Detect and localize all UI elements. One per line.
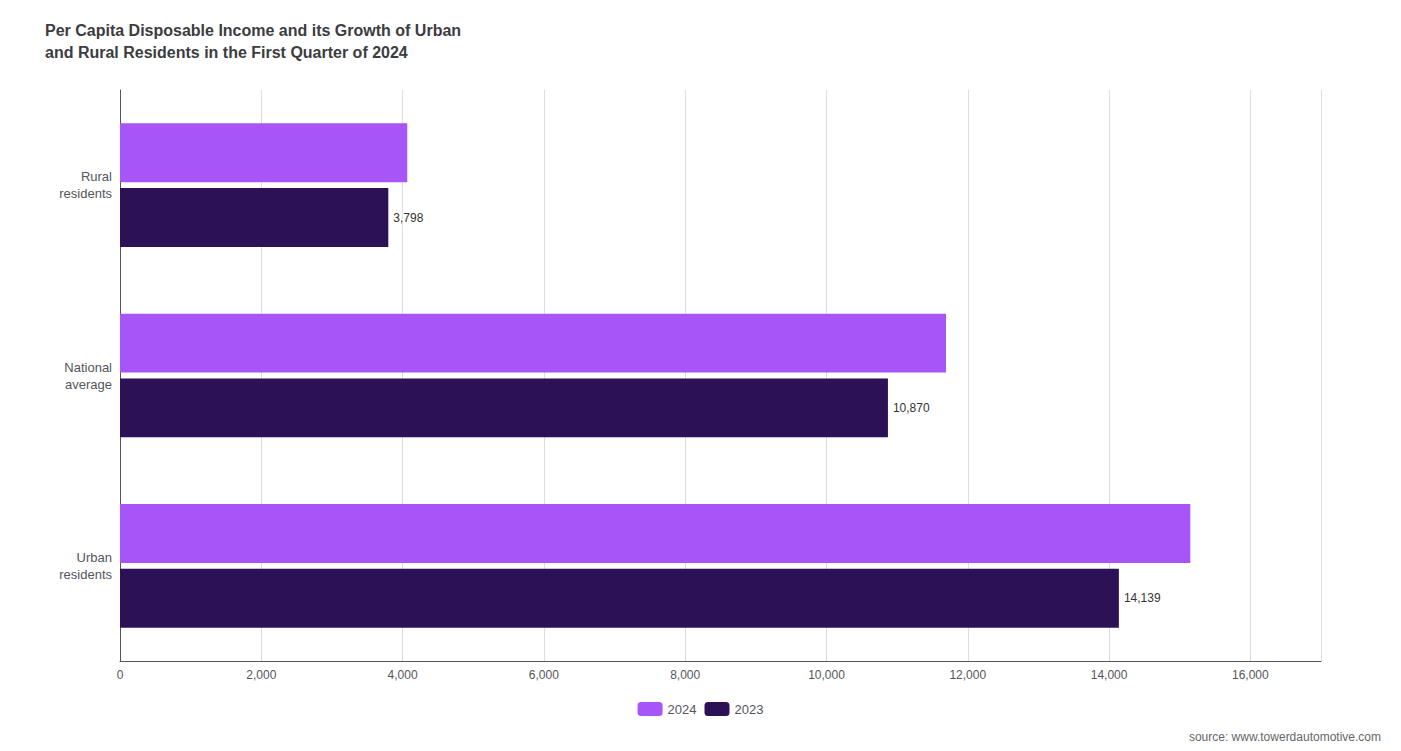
- svg-text:14,000: 14,000: [1091, 668, 1128, 682]
- svg-text:source: www.towerdautomotive.c: source: www.towerdautomotive.com: [1189, 730, 1381, 744]
- svg-text:16,000: 16,000: [1232, 668, 1269, 682]
- svg-text:residents: residents: [59, 186, 112, 201]
- svg-text:average: average: [65, 377, 112, 392]
- svg-text:4,000: 4,000: [388, 668, 418, 682]
- svg-text:10,870: 10,870: [893, 401, 930, 415]
- svg-text:Urban: Urban: [77, 550, 112, 565]
- svg-text:2023: 2023: [735, 702, 764, 717]
- svg-text:8,000: 8,000: [670, 668, 700, 682]
- svg-text:Rural: Rural: [81, 169, 112, 184]
- svg-text:2024: 2024: [668, 702, 697, 717]
- svg-text:0: 0: [117, 668, 124, 682]
- svg-text:and Rural Residents in the Fir: and Rural Residents in the First Quarter…: [45, 44, 408, 61]
- svg-text:6,000: 6,000: [529, 668, 559, 682]
- svg-text:12,000: 12,000: [949, 668, 986, 682]
- svg-text:10,000: 10,000: [808, 668, 845, 682]
- svg-text:National: National: [64, 360, 112, 375]
- svg-text:2,000: 2,000: [246, 668, 276, 682]
- svg-text:14,139: 14,139: [1124, 591, 1161, 605]
- svg-text:3,798: 3,798: [393, 211, 423, 225]
- svg-text:Per Capita Disposable Income a: Per Capita Disposable Income and its Gro…: [45, 22, 461, 39]
- svg-text:residents: residents: [59, 567, 112, 582]
